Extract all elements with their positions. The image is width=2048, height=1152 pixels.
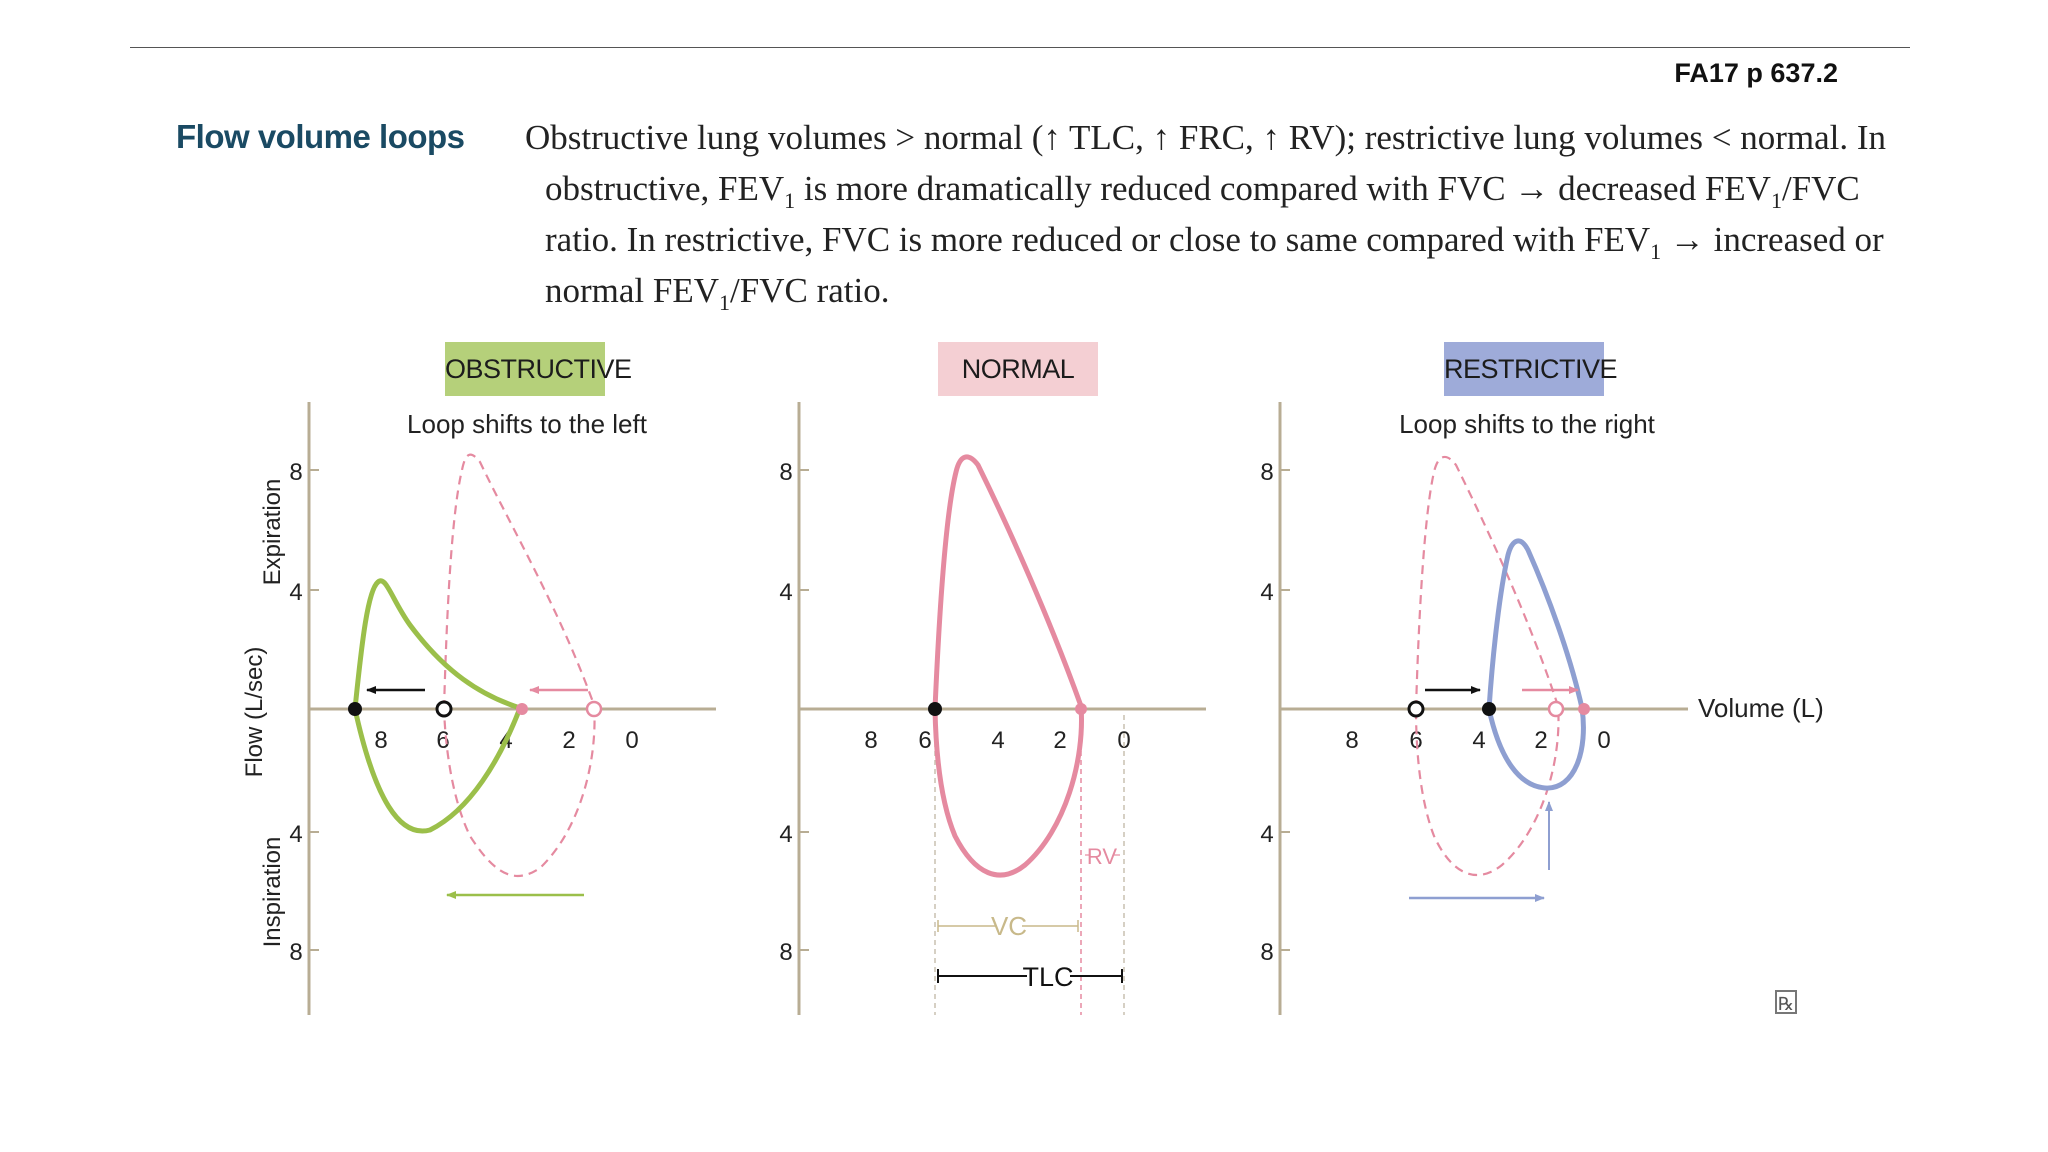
restrictive-reference-loop [1416,457,1559,875]
normal-loop [935,457,1082,875]
restrictive-ytick-down4: 4 [1260,821,1273,848]
normal-rv-dot [928,702,942,716]
normal-ytick-down4: 4 [779,821,792,848]
restrictive-xtick-4: 4 [1472,727,1485,754]
obstructive-xtick-0: 0 [625,727,638,754]
y-axis-label: Flow (L/sec) [241,647,268,778]
restrictive-new-rv-dot [1482,702,1496,716]
obstructive-ytick-up4: 4 [289,579,302,606]
restrictive-ytick-up8: 8 [1260,459,1273,486]
restrictive-old-rv-ring [1409,702,1423,716]
obstructive-ytick-up8: 8 [289,459,302,486]
restrictive-xtick-2: 2 [1534,727,1547,754]
normal-xtick-2: 2 [1053,727,1066,754]
svg-text:℞: ℞ [1778,994,1794,1014]
obstructive-panel: 8 4 4 8 8 6 4 2 0 [289,402,716,1015]
obstructive-ref-tlc-ring [587,702,601,716]
obstructive-new-rv-dot [348,702,362,716]
y-upper-label: Expiration [259,479,286,586]
rx-icon: ℞ [1776,991,1796,1014]
normal-ytick-down8: 8 [779,939,792,966]
restrictive-xtick-0: 0 [1597,727,1610,754]
normal-panel: 8 4 4 8 8 6 4 2 0 RV [779,402,1206,1015]
restrictive-ref-tlc-ring [1549,702,1563,716]
obstructive-ytick-down8: 8 [289,939,302,966]
obstructive-tlc-dot [516,703,528,715]
restrictive-tlc-dot [1578,703,1590,715]
obstructive-subtitle: Loop shifts to the left [407,409,648,439]
flow-volume-diagram: Loop shifts to the left Loop shifts to t… [0,0,2048,1152]
restrictive-ytick-up4: 4 [1260,579,1273,606]
obstructive-reference-loop [444,455,595,876]
normal-xtick-8: 8 [864,727,877,754]
obstructive-ytick-down4: 4 [289,821,302,848]
rv-label: RV [1087,844,1117,869]
obstructive-xtick-6: 6 [436,727,449,754]
normal-ytick-up4: 4 [779,579,792,606]
tlc-label: TLC [1022,962,1073,992]
restrictive-ytick-down8: 8 [1260,939,1273,966]
normal-tlc-dot [1075,703,1087,715]
obstructive-xtick-8: 8 [374,727,387,754]
restrictive-xtick-8: 8 [1345,727,1358,754]
vc-label: VC [991,911,1027,941]
restrictive-panel: 8 4 4 8 8 6 4 2 0 [1260,402,1688,1015]
y-lower-label: Inspiration [259,837,286,948]
normal-xtick-4: 4 [991,727,1004,754]
x-axis-label: Volume (L) [1698,693,1824,723]
normal-xtick-6: 6 [918,727,931,754]
restrictive-subtitle: Loop shifts to the right [1399,409,1656,439]
obstructive-xtick-2: 2 [562,727,575,754]
normal-xtick-0: 0 [1117,727,1130,754]
normal-ytick-up8: 8 [779,459,792,486]
obstructive-old-rv-ring [437,702,451,716]
